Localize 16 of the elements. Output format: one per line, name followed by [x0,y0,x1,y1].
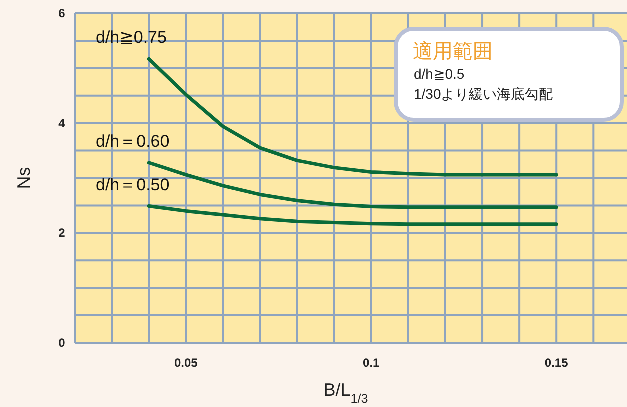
annotation: 適用範囲 [413,41,493,63]
y-tick-label: 4 [58,116,66,130]
series-label: d/h＝0.50 [96,175,170,194]
y-tick-label: 2 [58,226,66,240]
note-box: 適用範囲 d/h≧0.5 1/30より緩い海底勾配 [394,27,624,122]
series-label: d/h＝0.60 [96,132,170,151]
x-tick-label: 0.1 [363,356,380,370]
x-tick-label: 0.05 [174,356,198,370]
annotation: 1/30より緩い海底勾配 [414,86,554,102]
y-axis-title: Ns [14,167,34,190]
series-label: d/h≧0.75 [96,28,167,48]
x-tick-label: 0.15 [544,356,569,370]
annotation: d/h≧0.5 [414,66,465,82]
y-tick-label: 6 [58,6,66,20]
y-tick-label: 0 [58,336,66,350]
x-axis-title: B/L$_{1/3}$ [324,380,368,406]
